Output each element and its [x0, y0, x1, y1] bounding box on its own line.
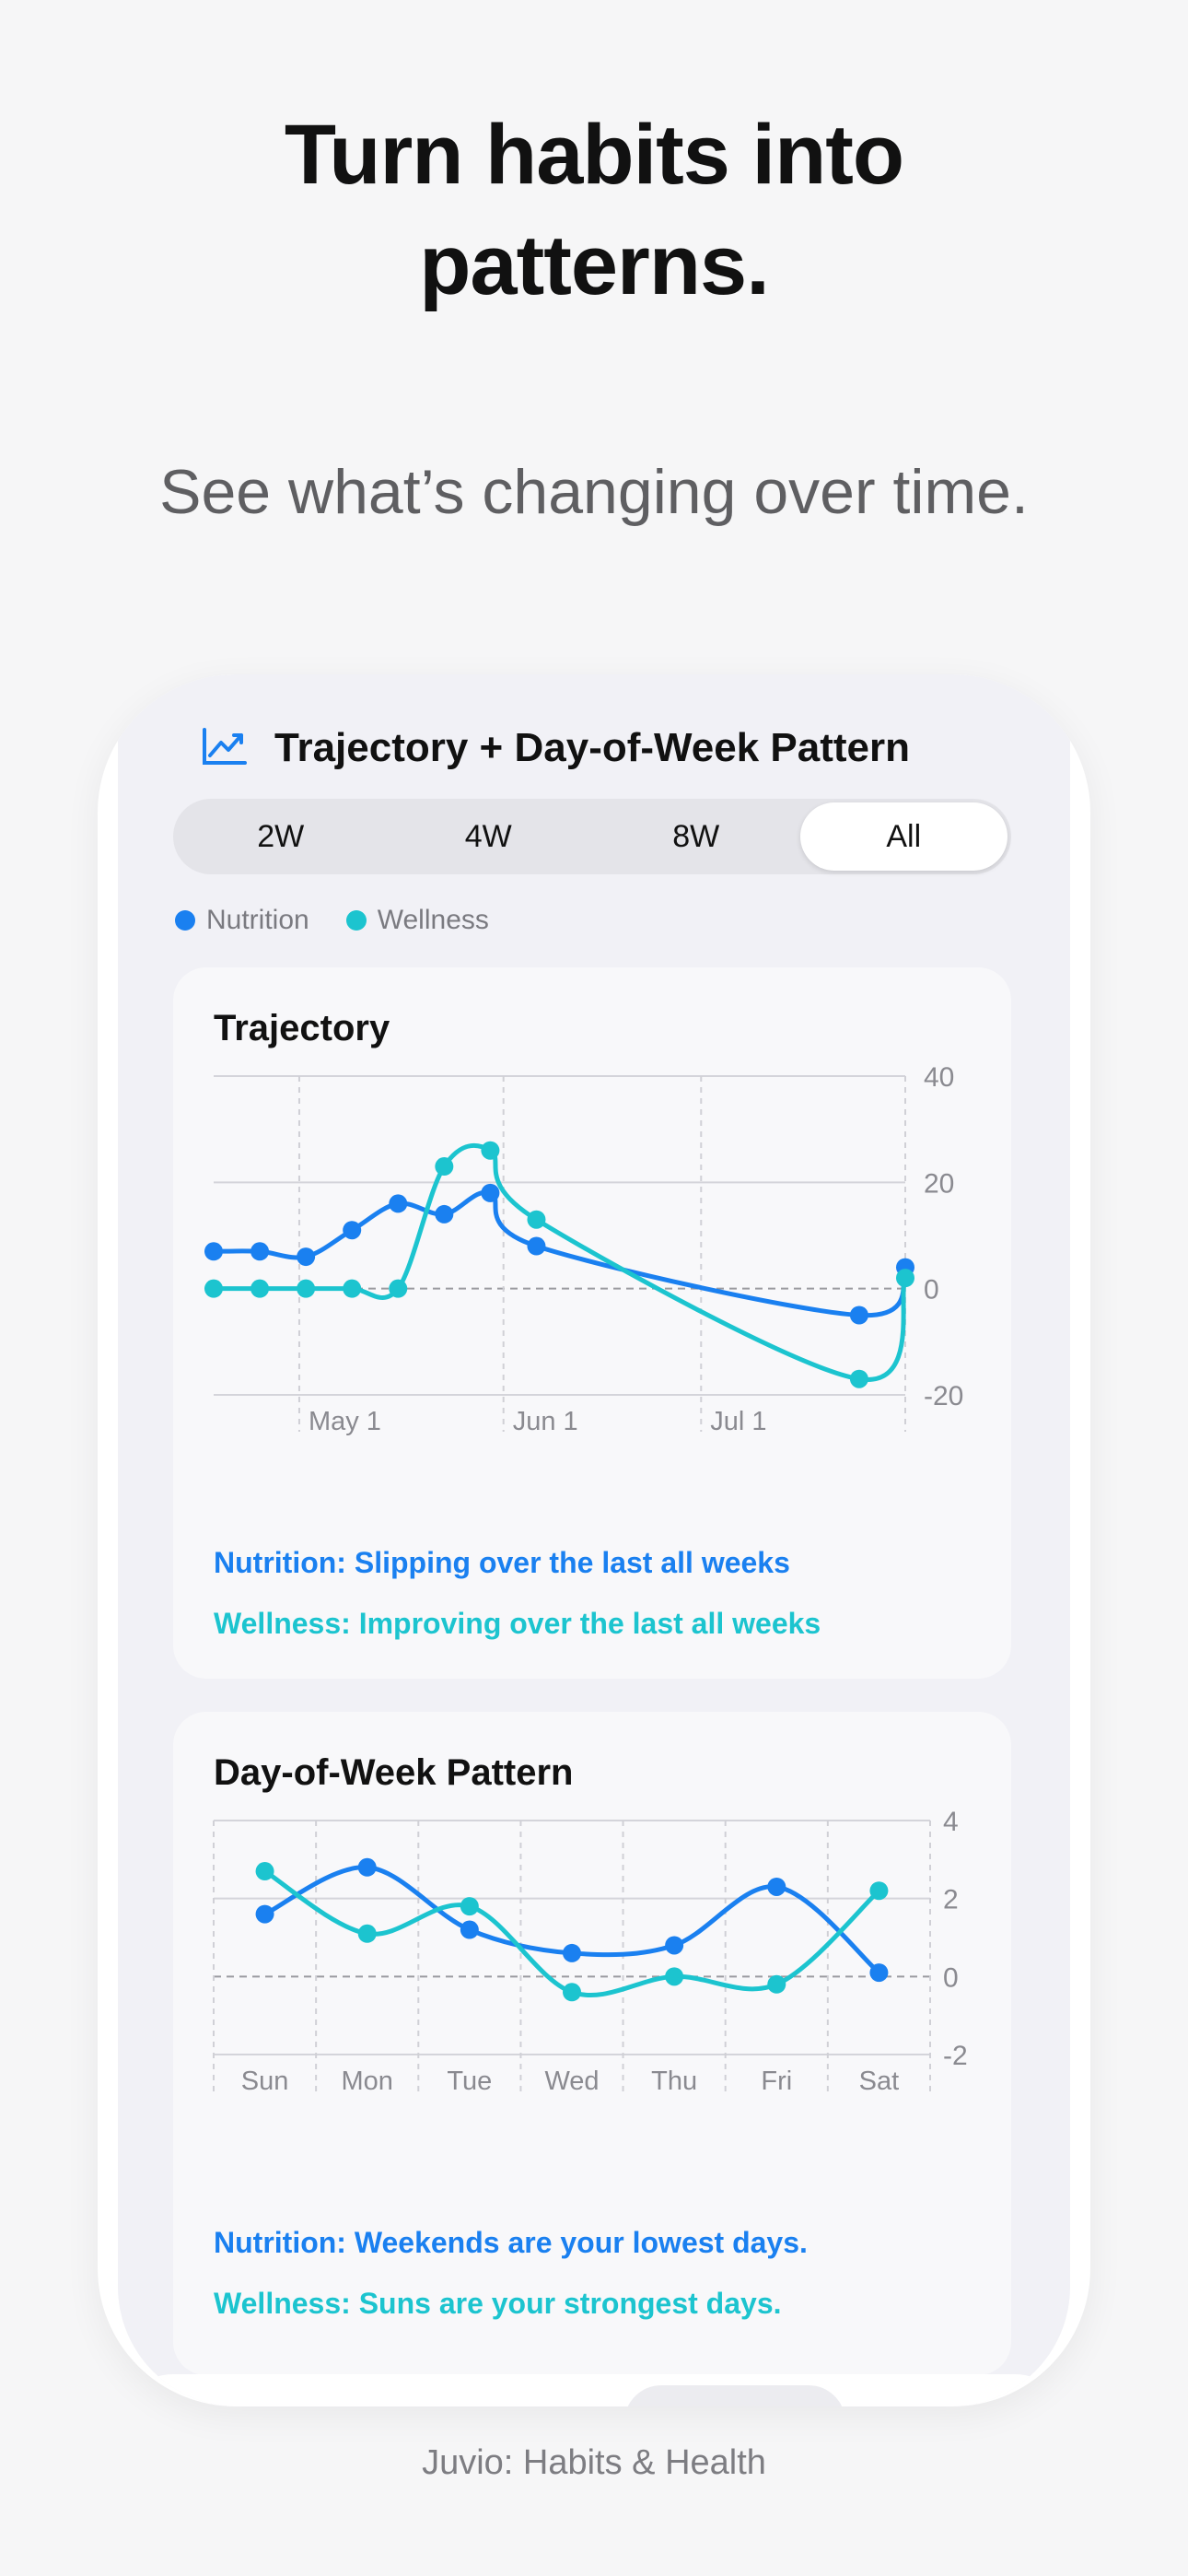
- day-of-week-x-tick-label: Mon: [342, 2067, 393, 2096]
- app-screen: Trajectory + Day-of-Week Pattern 2W 4W 8…: [118, 674, 1070, 2406]
- day-of-week-title: Day-of-Week Pattern: [214, 1752, 574, 1793]
- day-of-week-x-tick-label: Sat: [859, 2067, 900, 2096]
- trajectory-title: Trajectory: [214, 1008, 390, 1048]
- subhead: See what’s changing over time.: [159, 457, 1029, 527]
- trajectory-x-tick-label: Jun 1: [513, 1407, 578, 1436]
- trajectory-point: [250, 1279, 270, 1298]
- device-frame: Trajectory + Day-of-Week Pattern 2W 4W 8…: [98, 674, 1090, 2406]
- trajectory-point: [204, 1279, 223, 1298]
- trajectory-point: [527, 1210, 546, 1229]
- trajectory-point: [297, 1279, 316, 1298]
- trajectory-point: [481, 1141, 500, 1160]
- headline: Turn habits into patterns.: [0, 100, 1188, 321]
- trajectory-x-tick-label: May 1: [309, 1407, 381, 1436]
- day-of-week-point: [563, 1943, 581, 1962]
- trajectory-chart: 40 20 0 -20 May 1 Jun 1 Jul 1: [204, 1062, 963, 1436]
- day-of-week-point: [869, 1881, 889, 1901]
- tab-bar: [118, 2374, 1070, 2406]
- tab-selected-pill[interactable]: [624, 2385, 845, 2406]
- trajectory-x-tick-label: Jul 1: [710, 1407, 766, 1436]
- legend: Nutrition Wellness: [175, 905, 489, 936]
- day-of-week-card: Day-of-Week Pattern 4 2 0 -2 Sun Mon Tue Wed Thu…: [173, 1712, 1011, 2375]
- trajectory-point: [204, 1242, 223, 1261]
- trajectory-y-tick-label: 20: [924, 1168, 954, 1199]
- day-of-week-y-tick-label: 0: [943, 1962, 959, 1993]
- headline-line-1: Turn habits into: [284, 108, 904, 202]
- day-of-week-point: [869, 1963, 889, 1983]
- trajectory-point: [250, 1242, 270, 1261]
- day-of-week-point: [665, 1967, 684, 1986]
- day-of-week-x-tick-label: Tue: [447, 2067, 492, 2096]
- day-of-week-point: [665, 1936, 684, 1955]
- day-of-week-point: [563, 1983, 581, 2002]
- day-of-week-point: [767, 1877, 786, 1896]
- day-of-week-point: [767, 1974, 786, 1994]
- day-of-week-y-tick-label: 2: [943, 1885, 959, 1915]
- day-of-week-point: [357, 1924, 377, 1943]
- trajectory-card: Trajectory 40 20 0 -20 May 1 Jun 1 Jul 1 Nutri…: [173, 967, 1011, 1679]
- trajectory-point: [343, 1221, 362, 1240]
- day-of-week-point: [357, 1857, 377, 1877]
- trajectory-point: [849, 1306, 868, 1325]
- trajectory-y-tick-label: 0: [924, 1275, 939, 1306]
- day-of-week-point: [460, 1920, 479, 1939]
- day-of-week-chart: 4 2 0 -2 Sun Mon Tue Wed Thu Fri Sat: [213, 1807, 968, 2096]
- headline-line-2: patterns.: [419, 218, 770, 312]
- segment-all[interactable]: All: [799, 802, 1007, 871]
- day-of-week-x-tick-label: Wed: [544, 2067, 599, 2096]
- chart-trend-icon: [201, 726, 249, 771]
- day-of-week-y-tick-label: -2: [943, 2041, 968, 2071]
- legend-label-wellness: Wellness: [377, 905, 489, 935]
- day-of-week-point: [460, 1897, 479, 1916]
- trajectory-series-line: [211, 1189, 908, 1318]
- day-of-week-x-tick-label: Fri: [761, 2067, 792, 2096]
- trajectory-point: [849, 1369, 868, 1388]
- day-of-week-point: [255, 1904, 274, 1924]
- trajectory-point: [435, 1157, 454, 1177]
- legend-dot-wellness: [345, 910, 367, 931]
- trajectory-point: [527, 1236, 546, 1256]
- day-of-week-x-tick-label: Thu: [651, 2067, 697, 2096]
- trajectory-series-line: [211, 1142, 908, 1382]
- app-caption: Juvio: Habits & Health: [422, 2443, 766, 2482]
- trajectory-point: [343, 1279, 362, 1298]
- day-of-week-point: [255, 1862, 274, 1881]
- legend-item-nutrition: Nutrition: [175, 905, 309, 936]
- day-of-week-insight-wellness: Wellness: Suns are your strongest days.: [214, 2287, 782, 2320]
- trajectory-y-tick-label: -20: [924, 1381, 963, 1411]
- trajectory-point: [896, 1269, 914, 1288]
- trajectory-y-tick-label: 40: [924, 1062, 954, 1093]
- day-of-week-x-tick-label: Sun: [241, 2067, 289, 2096]
- segment-2w[interactable]: 2W: [257, 818, 305, 854]
- trajectory-point: [435, 1204, 454, 1224]
- legend-label-nutrition: Nutrition: [206, 905, 309, 935]
- segment-4w[interactable]: 4W: [464, 818, 512, 854]
- legend-dot-nutrition: [175, 910, 195, 931]
- trajectory-point: [389, 1279, 408, 1298]
- screen-title: Trajectory + Day-of-Week Pattern: [274, 725, 910, 770]
- day-of-week-y-tick-label: 4: [943, 1807, 959, 1837]
- range-segmented-control: 2W 4W 8W All: [173, 799, 1011, 874]
- segment-8w[interactable]: 8W: [672, 818, 720, 854]
- trajectory-point: [297, 1247, 316, 1267]
- trajectory-insight-wellness: Wellness: Improving over the last all we…: [214, 1607, 821, 1640]
- day-of-week-insight-nutrition: Nutrition: Weekends are your lowest days…: [214, 2226, 808, 2259]
- trajectory-point: [389, 1194, 408, 1213]
- screen-header: Trajectory + Day-of-Week Pattern: [201, 711, 910, 785]
- trajectory-point: [481, 1183, 500, 1202]
- trajectory-insight-nutrition: Nutrition: Slipping over the last all we…: [214, 1546, 790, 1579]
- legend-item-wellness: Wellness: [345, 905, 489, 936]
